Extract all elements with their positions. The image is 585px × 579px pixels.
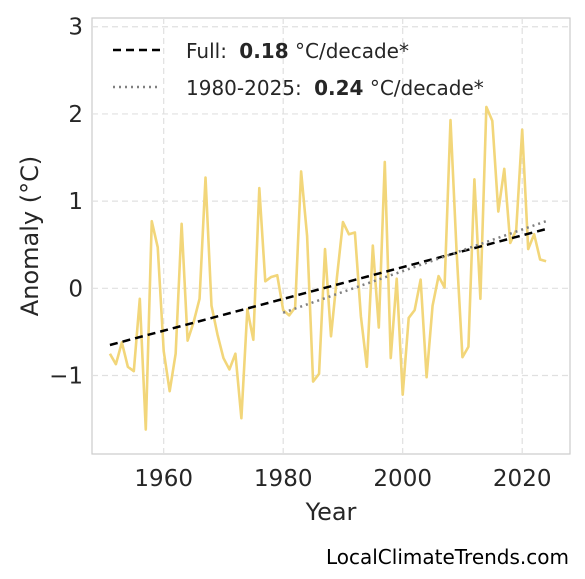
trend-line-1980-2025 xyxy=(282,219,547,314)
x-tick-label: 2020 xyxy=(493,466,552,492)
x-tick-label: 1980 xyxy=(254,466,313,492)
legend-full-unit: °C/decade* xyxy=(295,39,409,63)
y-tick-label: 1 xyxy=(68,189,83,215)
legend-recent-unit: °C/decade* xyxy=(370,76,484,100)
x-axis-label: Year xyxy=(305,498,357,526)
y-axis-label: Anomaly (°C) xyxy=(16,156,44,316)
y-tick-label: −1 xyxy=(49,364,83,390)
legend-full-text: Full: 0.18 °C/decade* xyxy=(186,39,409,63)
y-tick-label: 2 xyxy=(68,102,83,128)
trend-line-full xyxy=(109,227,547,347)
series-line-observed xyxy=(108,105,547,431)
x-tick-label: 1960 xyxy=(134,466,193,492)
legend: Full: 0.18 °C/decade* 1980-2025: 0.24 °C… xyxy=(113,39,484,100)
ticks: 1960 1980 2000 2020 −1 0 1 2 3 xyxy=(49,15,551,492)
y-tick-label: 3 xyxy=(68,15,83,41)
y-tick-label: 0 xyxy=(68,276,83,302)
x-tick-label: 2000 xyxy=(373,466,432,492)
legend-recent-value: 0.24 xyxy=(314,76,363,100)
legend-full-label: Full: xyxy=(186,39,227,63)
series-layer xyxy=(108,105,547,431)
legend-recent-label: 1980-2025: xyxy=(186,76,302,100)
site-credit: LocalClimateTrends.com xyxy=(325,545,569,569)
legend-recent-text: 1980-2025: 0.24 °C/decade* xyxy=(186,76,484,100)
legend-full-value: 0.18 xyxy=(239,39,288,63)
